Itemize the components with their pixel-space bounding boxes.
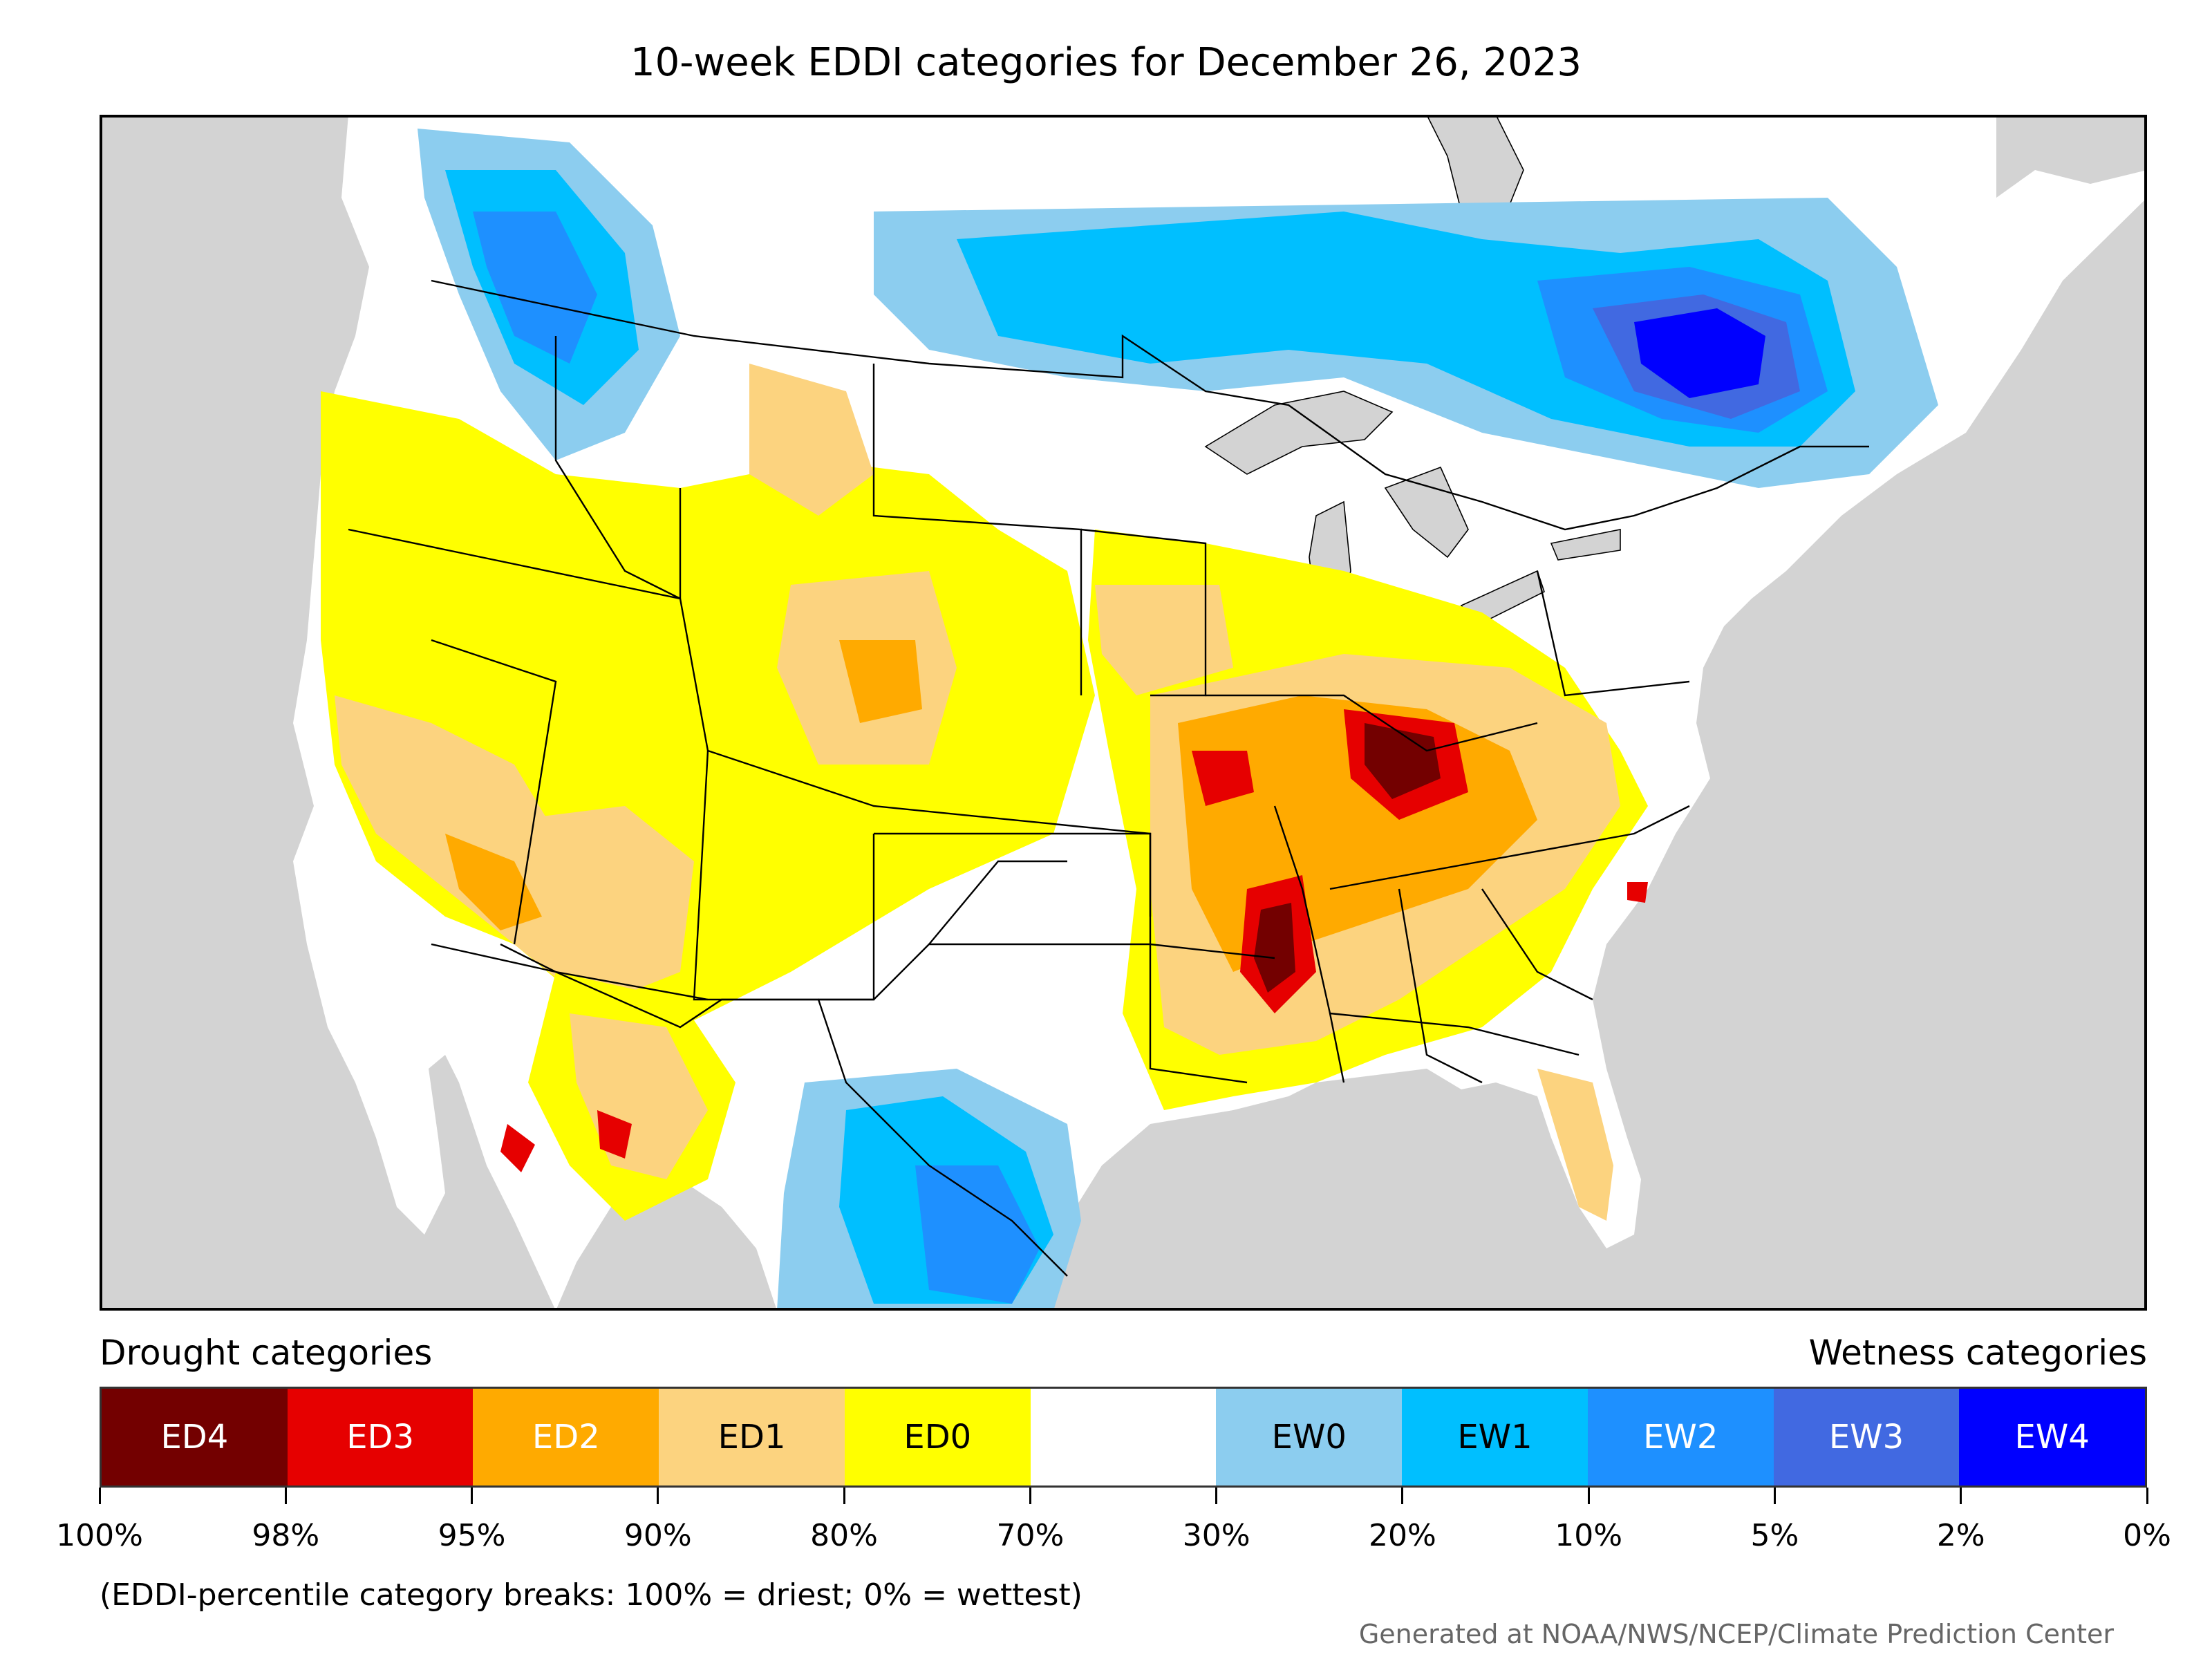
colorbar-tick [284,1488,287,1504]
state-line-9 [1206,694,1538,752]
colorbar-tick [1401,1488,1404,1504]
colorbar-tick [98,1488,101,1504]
state-line-5 [431,639,557,945]
colorbar-tick-label: 95% [438,1518,506,1553]
colorbar-tick-label: 0% [2123,1518,2171,1553]
colorbar-segment: EW2 [1587,1389,1774,1485]
state-line-14 [1481,888,1593,1001]
us-canada-border [431,279,1869,531]
colorbar-segment: EW0 [1216,1389,1403,1485]
state-line-16 [1536,570,1690,697]
colorbar-tick-label: 10% [1555,1518,1623,1553]
colorbar-segment: ED2 [473,1389,659,1485]
colorbar-segment: EW4 [1959,1389,2146,1485]
state-line-13 [1398,888,1483,1084]
lake-huron [1384,466,1469,559]
wetness-categories-label: Wetness categories [1808,1333,2147,1373]
boundaries [348,279,1869,1277]
state-line-3 [872,364,1082,695]
state-line-19 [928,860,1067,945]
colorbar-tick [1215,1488,1218,1504]
drought-categories-label: Drought categories [100,1333,433,1373]
colorbar-tick-label: 98% [252,1518,320,1553]
category-regions [321,129,1938,1311]
state-line-10 [1149,944,1248,1084]
colorbar-tick-label: 5% [1750,1518,1799,1553]
category-colorbar: ED4 ED3 ED2 ED1 ED0 EW0 EW1 EW2 EW3 EW4 [100,1387,2147,1488]
colorbar-tick [2146,1488,2148,1504]
state-line-12 [1329,805,1690,890]
colorbar-tick [1029,1488,1031,1504]
colorbar-segment: ED0 [844,1389,1031,1485]
lake-ontario [1550,529,1621,561]
colorbar-tick [471,1488,474,1504]
colorbar-segment: EW3 [1773,1389,1960,1485]
colorbar-tick-label: 30% [1182,1518,1250,1553]
lake-superior [1204,391,1394,475]
map-title: 10-week EDDI categories for December 26,… [630,40,1582,85]
colorbar-tick-label: 70% [996,1518,1065,1553]
colorbar-tick-label: 2% [1936,1518,1985,1553]
state-line-11 [1273,805,1345,1083]
state-line-8 [1080,528,1207,697]
colorbar-ticks [98,1488,2148,1508]
colorbar-tick [1960,1488,1962,1504]
colorbar-segment [1030,1389,1217,1485]
colorbar-tick-label: 80% [810,1518,878,1553]
colorbar-tick [843,1488,845,1504]
colorbar-segment: ED4 [102,1389,288,1485]
state-line-4 [554,336,681,600]
colorbar-tick [1587,1488,1590,1504]
colorbar-tick-label: 90% [624,1518,692,1553]
colorbar-tick-label: 100% [56,1518,143,1553]
colorbar-segment: EW1 [1402,1389,1588,1485]
state-line-7 [874,832,1275,959]
state-line-15 [1329,1012,1580,1056]
credit-line: Generated at NOAA/NWS/NCEP/Climate Predi… [1358,1619,2114,1649]
colorbar-segment: ED3 [287,1389,474,1485]
colorbar-segment: ED1 [659,1389,845,1485]
eddi-map [100,115,2147,1311]
colorbar-tick [1773,1488,1776,1504]
category-breaks-note: (EDDI-percentile category breaks: 100% =… [100,1577,1082,1613]
colorbar-tick-label: 20% [1369,1518,1436,1553]
colorbar-tick [657,1488,659,1504]
